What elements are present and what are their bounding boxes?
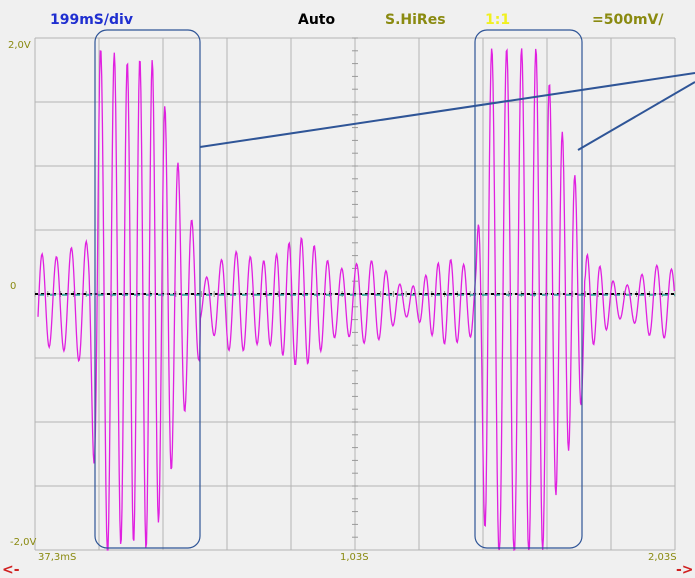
y-label: 2,0V (8, 40, 31, 51)
mode: Auto (298, 12, 335, 28)
callout-line (199, 72, 695, 148)
y-label: -2,0V (10, 537, 37, 548)
nav-right[interactable]: -> (676, 562, 694, 578)
x-label: 1,03S (340, 552, 369, 563)
callout-line (577, 81, 695, 151)
bracket-left (94, 29, 201, 549)
x-label: 2,03S (648, 552, 677, 563)
probe: 1:1 (485, 12, 510, 28)
timebase: 199mS/div (50, 12, 133, 28)
nav-left[interactable]: <- (2, 562, 20, 578)
y-label: 0 (10, 281, 16, 292)
acquisition: S.HiRes (385, 12, 446, 28)
bracket-right (474, 29, 583, 549)
waveform (37, 48, 675, 551)
volts: =500mV/ (592, 12, 664, 28)
x-label: 37,3mS (38, 552, 76, 563)
